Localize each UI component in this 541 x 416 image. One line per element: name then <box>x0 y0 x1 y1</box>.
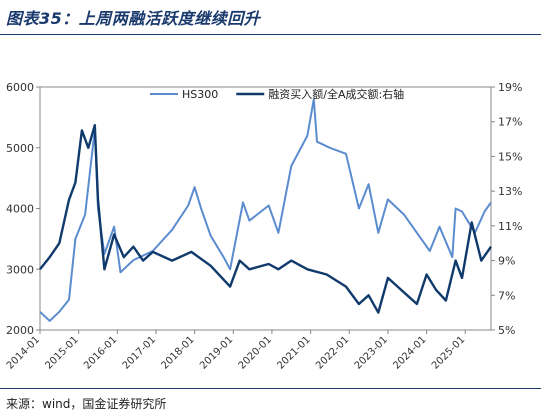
x-tick-label: 2023-01 <box>353 334 390 371</box>
y-right-tick-label: 9% <box>498 255 515 268</box>
y-left-tick-label: 5000 <box>6 142 34 155</box>
chart-svg: 2000 3000 4000 5000 6000 5% 7% 9% 11% 13% 15% 17% 19… <box>5 81 523 372</box>
x-tick-label: 2015-01 <box>43 334 80 371</box>
legend-label-2: 融资买入额/全A成交额:右轴 <box>268 87 404 101</box>
y-right-tick-label: 7% <box>498 289 515 302</box>
x-tick-label: 2019-01 <box>198 334 235 371</box>
figure-title: 图表35：上周两融活跃度继续回升 <box>6 9 261 28</box>
x-tick-label: 2025-01 <box>430 334 467 371</box>
y-right-tick-label: 5% <box>498 324 515 337</box>
x-tick-label: 2018-01 <box>159 334 196 371</box>
y-right-tick-label: 15% <box>498 150 522 163</box>
x-tick-label: 2022-01 <box>314 334 351 371</box>
x-tick-label: 2021-01 <box>275 334 312 371</box>
x-tick-label: 2020-01 <box>237 334 274 371</box>
y-left-tick-label: 6000 <box>6 81 34 94</box>
series-line-2 <box>39 124 492 314</box>
x-tick-label: 2024-01 <box>391 334 428 371</box>
y-left-tick-label: 3000 <box>6 263 34 276</box>
chart-area: 2000 3000 4000 5000 6000 5% 7% 9% 11% 13% 15% 17% 19… <box>0 62 541 386</box>
x-tick-label: 2014-01 <box>5 334 42 371</box>
x-tick-label: 2017-01 <box>121 334 158 371</box>
y-right-tick-label: 17% <box>498 116 522 129</box>
source-divider <box>0 388 541 389</box>
y-left-tick-label: 4000 <box>6 203 34 216</box>
y-right-tick-label: 19% <box>498 81 522 94</box>
title-divider <box>0 34 541 35</box>
legend-label-1: HS300 <box>182 88 218 101</box>
y-left-tick-label: 2000 <box>6 324 34 337</box>
y-right-tick-label: 11% <box>498 220 522 233</box>
y-right-tick-label: 13% <box>498 185 522 198</box>
source-note: 来源：wind，国金证券研究所 <box>6 397 167 411</box>
x-tick-label: 2016-01 <box>82 334 119 371</box>
